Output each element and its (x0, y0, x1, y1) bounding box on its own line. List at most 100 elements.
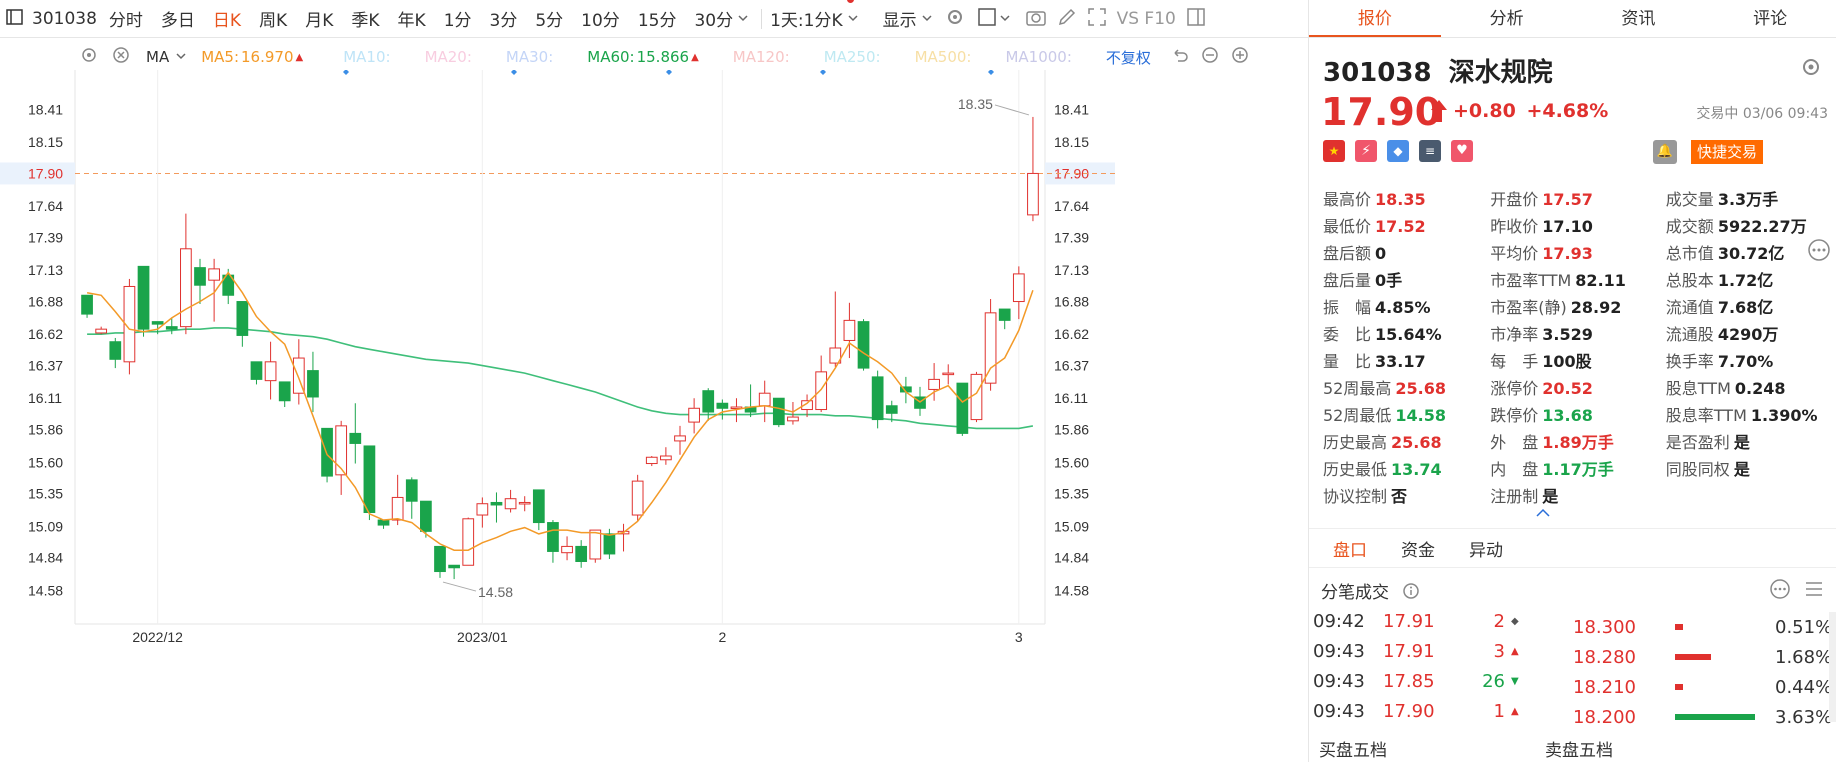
tick-volume: 26 (1482, 670, 1505, 692)
marker-diamond-icon (820, 69, 826, 75)
y-tick-label-left: 15.86 (28, 422, 63, 438)
period-tab[interactable]: 年K (397, 11, 426, 31)
close-icon[interactable] (112, 46, 130, 68)
period-tab[interactable]: 10分 (581, 11, 620, 31)
candle-body (490, 501, 503, 506)
chevron-down-icon[interactable] (846, 0, 859, 28)
undo-icon[interactable] (1171, 46, 1189, 68)
candle-body (561, 545, 573, 554)
tab-funds[interactable]: 资金 (1401, 540, 1435, 561)
panel-toggle-icon[interactable] (1186, 7, 1206, 31)
stat-value: 17.57 (1542, 190, 1593, 209)
stat-value: 17.93 (1542, 244, 1593, 263)
china-flag-icon[interactable]: ★ (1323, 140, 1345, 162)
y-tick-label-left: 17.39 (28, 229, 63, 245)
lightning-icon[interactable]: ⚡ (1355, 140, 1377, 162)
range-select[interactable]: 1天:1分K (770, 11, 843, 31)
chevron-down-icon[interactable] (999, 10, 1011, 28)
book-bar (1675, 714, 1775, 720)
period-tab[interactable]: 日K (212, 11, 242, 31)
gear-icon[interactable] (945, 7, 965, 31)
candle-body (801, 400, 813, 411)
stat-value: 7.68亿 (1717, 298, 1774, 317)
scrollbar[interactable] (1829, 612, 1836, 722)
stat-value: 3.529 (1542, 325, 1593, 344)
period-tab[interactable]: 季K (351, 11, 380, 31)
price-change: +0.80 +4.68% (1453, 100, 1608, 122)
candle-body (532, 489, 545, 524)
gear-icon[interactable] (1800, 56, 1822, 82)
period-tab[interactable]: 分时 (108, 11, 143, 31)
camera-icon[interactable] (1025, 7, 1047, 31)
more-icon[interactable] (1807, 238, 1831, 266)
zoom-in-icon[interactable] (1231, 46, 1249, 68)
order-book: 18.300 0.51% 18.280 1.68% 18.210 0.44% 18.200 3… (1573, 612, 1833, 725)
up-arrow-icon: ▲ (691, 51, 699, 63)
bell-icon[interactable]: 🔔 (1653, 140, 1677, 164)
period-tab[interactable]: 30分 (694, 11, 734, 31)
fq-button[interactable]: 不复权 (1105, 48, 1151, 67)
tick-direction-icon: ▲ (1511, 645, 1519, 657)
square-select-icon[interactable] (977, 7, 997, 31)
y-tick-label-left: 15.09 (28, 518, 63, 534)
chevron-down-icon[interactable] (921, 10, 933, 28)
chevron-down-icon[interactable] (175, 48, 187, 66)
tab-quote[interactable]: 报价 (1309, 0, 1441, 37)
chevron-up-icon[interactable] (1535, 504, 1551, 522)
tab-analysis[interactable]: 分析 (1489, 9, 1524, 29)
tag-icon[interactable]: ◆ (1387, 140, 1409, 162)
period-tab[interactable]: 3分 (489, 11, 518, 31)
period-tab[interactable]: 多日 (160, 11, 195, 31)
y-tick-label-left: 16.37 (28, 358, 63, 374)
sidebar-toggle-icon[interactable] (6, 8, 24, 30)
period-tab[interactable]: 5分 (535, 11, 564, 31)
zoom-out-icon[interactable] (1201, 46, 1219, 68)
stats-row: 协议控制否注册制是 (1323, 483, 1833, 510)
stats-row: 盘后额 0 平均价 17.93 总市值 30.72亿 (1323, 240, 1833, 267)
pencil-icon[interactable] (1057, 7, 1077, 31)
candle-body (504, 498, 517, 510)
period-tab[interactable]: 周K (259, 11, 288, 31)
book-price: 18.210 (1573, 676, 1636, 698)
tab-comments[interactable]: 评论 (1753, 9, 1788, 29)
info-icon[interactable] (1402, 582, 1420, 605)
heart-icon[interactable]: ♥ (1451, 140, 1473, 162)
quick-trade-button[interactable]: 快捷交易 (1691, 140, 1764, 164)
stat-label: 股息率TTM (1665, 406, 1747, 425)
list-icon[interactable] (1803, 578, 1825, 604)
more-icon[interactable] (1769, 578, 1791, 604)
tab-order-book[interactable]: 盘口 (1333, 540, 1367, 561)
stat-cell: 量 比 33.17 (1323, 348, 1490, 375)
chevron-down-icon[interactable] (737, 10, 749, 28)
tick-row: 09:42 17.91 2 ◆ (1313, 606, 1533, 636)
candle-body (292, 357, 305, 394)
candle-body (942, 372, 955, 376)
document-icon[interactable]: ≡ (1419, 140, 1441, 162)
candle-body (448, 564, 460, 569)
period-tab[interactable]: 月K (305, 11, 334, 31)
stock-code-link[interactable]: 301038 (32, 8, 97, 29)
kline-chart[interactable]: 18.41 18.41 18.15 18.15 17.90 17.90 17.64 17.64… (0, 69, 1308, 762)
x-tick-label: 3 (1015, 629, 1023, 645)
ma60-value: 15.866 (636, 48, 690, 66)
gear-icon[interactable] (80, 46, 98, 68)
stat-value: 17.10 (1542, 217, 1593, 236)
period-tab[interactable]: 15分 (637, 11, 677, 31)
tick-time: 09:42 (1313, 610, 1365, 632)
candle-body (787, 416, 799, 422)
y-tick-label-right: 17.13 (1054, 262, 1089, 278)
stat-cell: 股息TTM 0.248 (1666, 375, 1833, 402)
y-tick-label-left: 15.60 (28, 454, 63, 470)
high-marker-line (994, 104, 1030, 116)
tab-movements[interactable]: 异动 (1469, 540, 1503, 561)
fullscreen-icon[interactable] (1087, 7, 1107, 31)
stat-cell: 市盈率(静) 28.92 (1490, 294, 1666, 321)
period-tab[interactable]: 1分 (443, 11, 472, 31)
display-menu[interactable]: 显示 (882, 11, 917, 31)
tab-news[interactable]: 资讯 (1621, 9, 1656, 29)
candle-body (321, 427, 333, 477)
vs-f10-link[interactable]: VS F10 (1116, 8, 1176, 29)
candle-body (885, 405, 898, 414)
ma-label[interactable]: MA (146, 48, 170, 66)
kline-svg[interactable]: 18.41 18.41 18.15 18.15 17.90 17.90 17.64 17.64… (0, 69, 1308, 762)
